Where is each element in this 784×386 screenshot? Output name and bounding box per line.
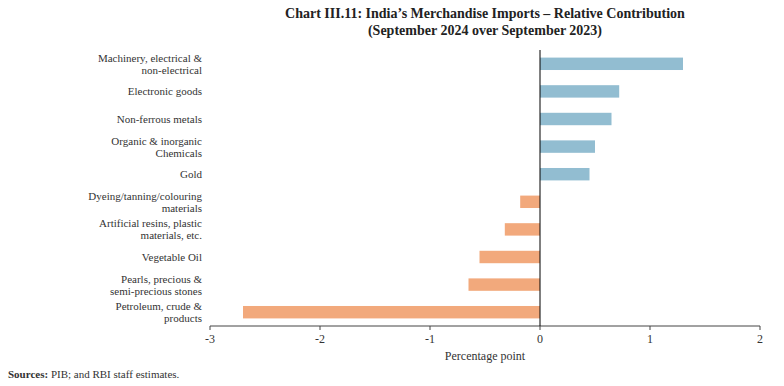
category-label-line: materials bbox=[162, 202, 202, 214]
bar bbox=[480, 251, 541, 263]
footnote-part: Sources: bbox=[8, 368, 48, 380]
x-tick bbox=[210, 326, 211, 330]
x-tick bbox=[650, 326, 651, 330]
category-label-line: Dyeing/tanning/colouring bbox=[88, 190, 202, 202]
category-label: Non-ferrous metals bbox=[117, 113, 202, 125]
x-tick-label: 1 bbox=[647, 332, 653, 346]
category-label-line: materials, etc. bbox=[141, 229, 203, 241]
category-label-line: Machinery, electrical & bbox=[98, 52, 202, 64]
category-label-line: Artificial resins, plastic bbox=[99, 217, 202, 229]
category-label-line: Vegetable Oil bbox=[142, 251, 202, 263]
bar bbox=[540, 113, 612, 125]
bar bbox=[540, 58, 683, 70]
category-label: Artificial resins, plasticmaterials, etc… bbox=[99, 217, 202, 241]
bar bbox=[520, 196, 540, 208]
x-tick-label: 0 bbox=[537, 332, 543, 346]
x-tick bbox=[430, 326, 431, 330]
bar bbox=[469, 278, 541, 290]
footnote-part: PIB; and RBI staff estimates. bbox=[48, 368, 179, 380]
zero-line bbox=[540, 50, 541, 326]
bar bbox=[540, 140, 595, 152]
category-label-line: Petroleum, crude & bbox=[116, 300, 203, 312]
x-tick bbox=[540, 326, 541, 330]
category-label-line: Organic & inorganic bbox=[111, 135, 202, 147]
bars bbox=[243, 58, 683, 319]
category-label: Machinery, electrical &non-electrical bbox=[98, 52, 202, 76]
category-label-line: Non-ferrous metals bbox=[117, 113, 202, 125]
category-label: Gold bbox=[180, 168, 203, 180]
x-axis bbox=[210, 326, 760, 327]
bar bbox=[540, 168, 590, 180]
category-label-line: Pearls, precious & bbox=[121, 273, 202, 285]
x-tick-label: -2 bbox=[315, 332, 325, 346]
chart: Chart III.11: India’s Merchandise Import… bbox=[0, 0, 784, 386]
x-tick bbox=[760, 326, 761, 330]
background bbox=[0, 0, 784, 386]
category-label-line: semi-precious stones bbox=[110, 285, 202, 297]
title: Chart III.11: India’s Merchandise Import… bbox=[285, 6, 685, 39]
bar bbox=[540, 85, 619, 97]
x-tick bbox=[320, 326, 321, 330]
bar bbox=[243, 306, 540, 318]
title-line: Chart III.11: India’s Merchandise Import… bbox=[285, 6, 685, 21]
category-label-line: non-electrical bbox=[142, 64, 202, 76]
category-label-line: Gold bbox=[180, 168, 203, 180]
category-label-line: products bbox=[164, 312, 202, 324]
x-tick-label: -1 bbox=[425, 332, 435, 346]
category-label: Electronic goods bbox=[128, 85, 202, 97]
category-label-line: Electronic goods bbox=[128, 85, 202, 97]
category-label: Organic & inorganicChemicals bbox=[111, 135, 202, 159]
category-label: Pearls, precious &semi-precious stones bbox=[110, 273, 202, 297]
title-line: (September 2024 over September 2023) bbox=[368, 23, 602, 39]
category-label-line: Chemicals bbox=[156, 147, 202, 159]
category-label: Dyeing/tanning/colouringmaterials bbox=[88, 190, 202, 214]
footnote: Sources: PIB; and RBI staff estimates. bbox=[8, 368, 180, 380]
category-label: Vegetable Oil bbox=[142, 251, 202, 263]
x-axis-label: Percentage point bbox=[445, 349, 526, 363]
category-label: Petroleum, crude &products bbox=[116, 300, 203, 324]
bar bbox=[505, 223, 540, 235]
x-tick-label: -3 bbox=[205, 332, 215, 346]
x-tick-label: 2 bbox=[757, 332, 763, 346]
